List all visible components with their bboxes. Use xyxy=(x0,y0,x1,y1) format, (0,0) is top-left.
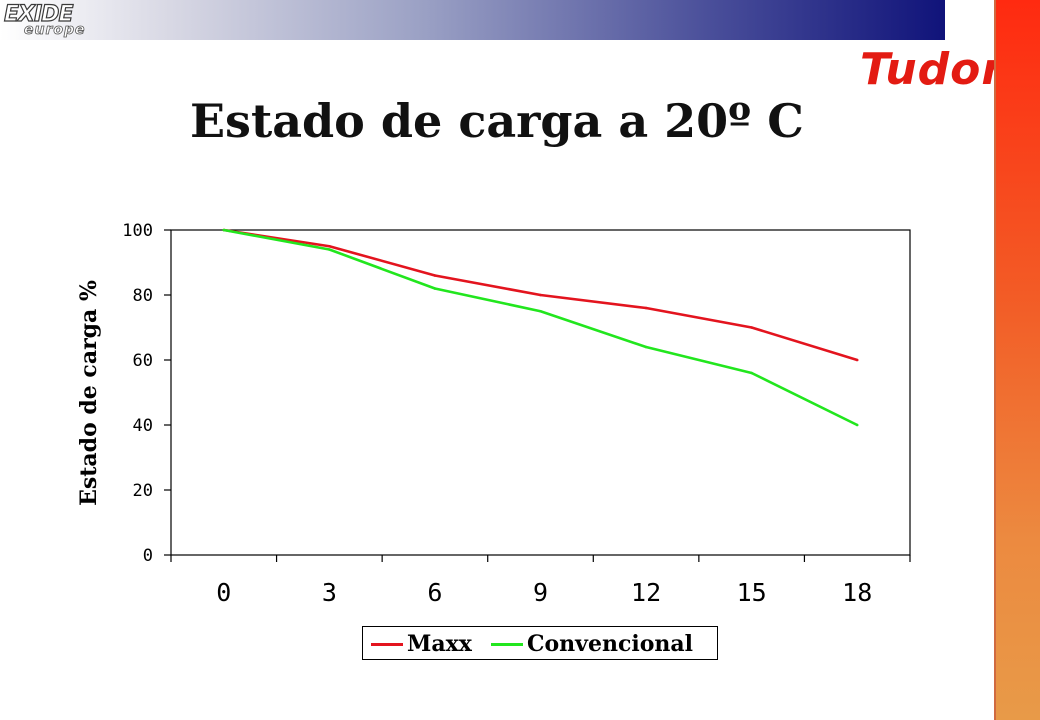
data-point xyxy=(539,293,542,297)
x-tick-label: 0 xyxy=(216,578,231,607)
data-point xyxy=(328,244,331,248)
right-divider xyxy=(994,0,996,720)
plot-area xyxy=(170,229,911,556)
chart-legend: Maxx Convencional xyxy=(362,626,718,660)
x-tick-label: 12 xyxy=(631,578,661,607)
data-point xyxy=(855,358,859,362)
legend-swatch-convencional xyxy=(491,642,523,646)
data-point xyxy=(539,309,542,313)
y-tick-label: 0 xyxy=(143,546,153,566)
legend-item-convencional: Convencional xyxy=(491,631,693,657)
exide-logo-sub: europe xyxy=(24,22,86,39)
y-tick-label: 40 xyxy=(133,416,153,436)
y-tick-label: 60 xyxy=(133,351,153,371)
exide-logo-word: EXIDE xyxy=(3,1,74,27)
chart-title: Estado de carga a 20º C xyxy=(190,94,804,148)
y-tick-label: 100 xyxy=(122,221,153,241)
x-tick-label: 9 xyxy=(533,578,548,607)
series-line-convencional xyxy=(223,228,858,427)
legend-label-maxx: Maxx xyxy=(407,631,472,657)
x-tick-label: 15 xyxy=(737,578,767,607)
x-tick-label: 18 xyxy=(842,578,872,607)
chart-ticks: 0 20 40 60 80 100 0 3 6 9 12 15 18 xyxy=(122,221,911,607)
top-banner xyxy=(0,0,945,40)
y-tick-label: 80 xyxy=(133,286,153,306)
y-tick-label: 20 xyxy=(133,481,153,501)
x-tick-label: 3 xyxy=(322,578,337,607)
y-axis-label: Estado de carga % xyxy=(76,280,102,506)
legend-swatch-maxx xyxy=(371,642,403,646)
legend-item-maxx: Maxx xyxy=(371,631,472,657)
chart-series xyxy=(222,228,859,427)
data-point xyxy=(750,326,753,329)
data-point xyxy=(433,287,437,290)
tudor-logo-word: Tudor xyxy=(860,44,1005,95)
legend-label-convencional: Convencional xyxy=(527,631,693,657)
chart-axes xyxy=(170,229,911,556)
data-point xyxy=(644,345,648,349)
right-color-bar xyxy=(996,0,1040,720)
data-point xyxy=(750,371,753,375)
data-point xyxy=(222,228,226,232)
data-point xyxy=(855,423,859,427)
x-tick-label: 6 xyxy=(427,578,442,607)
tudor-logo: Tudor xyxy=(860,44,1040,96)
data-point xyxy=(433,274,437,277)
exide-logo: EXIDE europe xyxy=(2,1,106,39)
data-point xyxy=(644,306,648,310)
data-point xyxy=(328,248,331,251)
